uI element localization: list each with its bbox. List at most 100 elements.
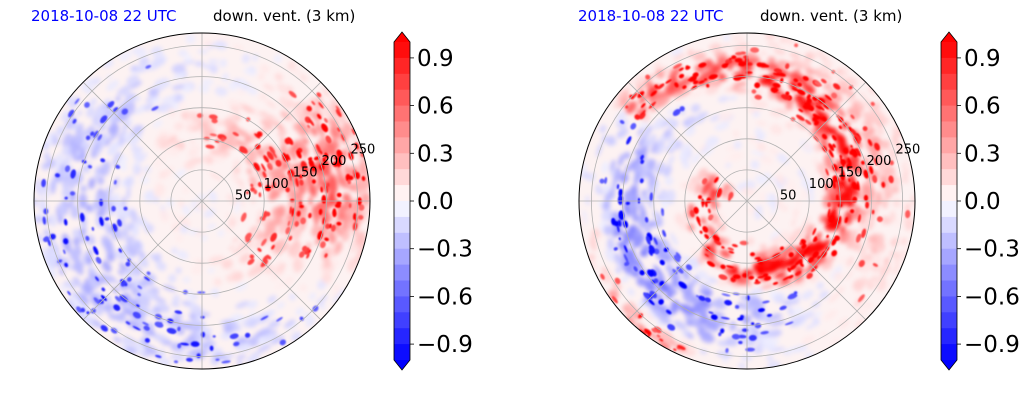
heatmap-cell [888, 175, 894, 184]
heatmap-cell [827, 208, 831, 218]
heatmap-cell [80, 293, 90, 304]
heatmap-cell [238, 89, 246, 95]
heatmap-cell [823, 155, 833, 164]
colorbar-segment [941, 264, 957, 281]
heatmap-cell [814, 80, 822, 87]
heatmap-cell [72, 118, 77, 124]
heatmap-cell [334, 156, 338, 160]
heatmap-cell [798, 108, 804, 113]
heatmap-cell [828, 143, 835, 152]
heatmap-cell [706, 197, 712, 204]
heatmap-cell [687, 78, 693, 81]
heatmap-cell [106, 252, 115, 262]
heatmap-cell [755, 120, 767, 126]
heatmap-cell [751, 322, 755, 326]
heatmap-cell [622, 231, 632, 243]
heatmap-cell [60, 163, 66, 172]
heatmap-cell [823, 82, 833, 91]
heatmap-cell [155, 261, 167, 272]
heatmap-cell [123, 206, 128, 211]
heatmap-cell [325, 223, 331, 230]
heatmap-cell [135, 125, 144, 134]
heatmap-cell [876, 157, 886, 167]
heatmap-cell [70, 296, 82, 309]
heatmap-cell [85, 125, 94, 137]
heatmap-cell [129, 80, 143, 90]
heatmap-cell [42, 216, 46, 225]
heatmap-cell [693, 206, 699, 214]
heatmap-cell [201, 78, 214, 86]
heatmap-cell [95, 256, 102, 264]
heatmap-cell [625, 101, 637, 114]
heatmap-cell [644, 217, 649, 223]
heatmap-cell [726, 265, 734, 269]
heatmap-cell [214, 86, 228, 97]
heatmap-cell [706, 279, 714, 284]
heatmap-cell [702, 181, 710, 195]
heatmap-cell [850, 148, 857, 158]
heatmap-cell [617, 219, 622, 227]
heatmap-cell [255, 143, 261, 150]
heatmap-cell [274, 72, 284, 82]
heatmap-cell [784, 321, 794, 326]
heatmap-cell [849, 153, 860, 166]
heatmap-cell [617, 154, 625, 167]
heatmap-cell [770, 124, 783, 135]
heatmap-cell [664, 82, 677, 92]
heatmap-cell [768, 147, 780, 156]
heatmap-cell [135, 222, 141, 232]
heatmap-cell [340, 149, 348, 159]
heatmap-cell [653, 264, 663, 277]
heatmap-cell [290, 198, 295, 202]
heatmap-cell [747, 206, 756, 215]
heatmap-cell [645, 235, 651, 246]
heatmap-cell [658, 299, 664, 305]
heatmap-cell [277, 182, 285, 193]
heatmap-cell [172, 294, 181, 304]
heatmap-cell [661, 238, 672, 253]
heatmap-cell [640, 110, 646, 116]
heatmap-cell [714, 122, 730, 131]
heatmap-cell [854, 136, 858, 142]
heatmap-cell [746, 62, 753, 66]
heatmap-cell [691, 275, 700, 285]
heatmap-cell [738, 363, 746, 369]
heatmap-cell [793, 291, 798, 295]
heatmap-cell [590, 258, 597, 271]
heatmap-cell [72, 237, 81, 245]
heatmap-cell [244, 232, 252, 241]
heatmap-cell [721, 357, 729, 363]
heatmap-cell [821, 116, 827, 122]
heatmap-cell [638, 112, 646, 120]
heatmap-cell [298, 200, 303, 206]
heatmap-cell [742, 273, 748, 278]
heatmap-cell [748, 334, 757, 341]
heatmap-cell [873, 233, 885, 249]
colorbar-segment [394, 216, 410, 234]
heatmap-cell [720, 328, 725, 334]
heatmap-cell [272, 151, 277, 159]
heatmap-cell [702, 59, 714, 70]
heatmap-cell [689, 209, 695, 218]
heatmap-cell [834, 235, 840, 241]
heatmap-cell [791, 216, 797, 226]
heatmap-cell [350, 131, 358, 145]
heatmap-cell [725, 162, 732, 168]
heatmap-cell [863, 169, 869, 179]
heatmap-cell [298, 121, 310, 135]
heatmap-cell [214, 277, 222, 286]
heatmap-cell [180, 224, 189, 234]
heatmap-cell [865, 201, 870, 209]
heatmap-cell [819, 140, 830, 151]
heatmap-cell [287, 220, 291, 227]
heatmap-cell [643, 310, 654, 321]
heatmap-cell [642, 131, 650, 142]
heatmap-cell [845, 269, 854, 280]
colorbar-segment [941, 232, 957, 250]
heatmap-cell [662, 334, 670, 342]
heatmap-cell [267, 295, 277, 304]
heatmap-cell [167, 273, 177, 284]
heatmap-cell [276, 205, 287, 218]
panel-2-time-title: 2018-10-08 22 UTC [578, 7, 724, 25]
heatmap-cell [262, 171, 267, 178]
